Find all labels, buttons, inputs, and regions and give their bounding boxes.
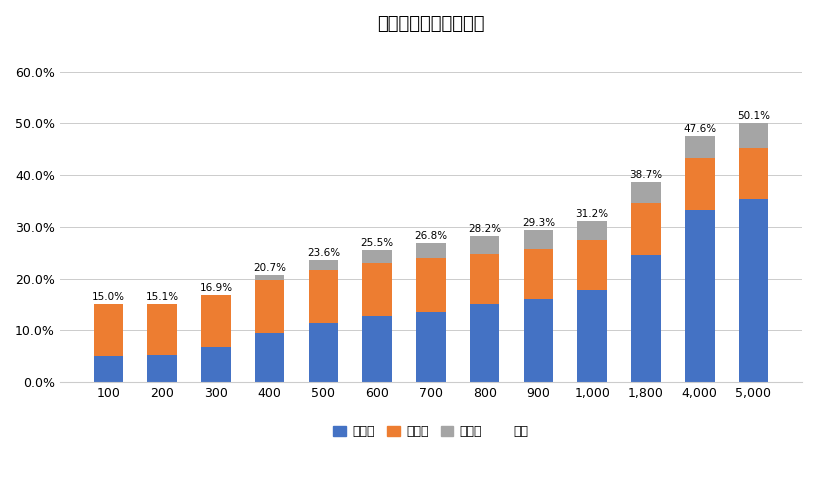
- Bar: [416, 258, 446, 312]
- Title: 個人所得に対する税率: 個人所得に対する税率: [377, 15, 484, 33]
- Bar: [309, 323, 338, 382]
- Bar: [739, 199, 768, 382]
- Bar: [578, 291, 607, 382]
- Bar: [201, 347, 230, 382]
- Bar: [363, 250, 392, 263]
- Bar: [94, 304, 123, 355]
- Text: 31.2%: 31.2%: [576, 209, 609, 218]
- Text: 38.7%: 38.7%: [629, 170, 663, 180]
- Text: 15.0%: 15.0%: [92, 292, 125, 302]
- Bar: [578, 220, 607, 240]
- Bar: [524, 230, 553, 249]
- Bar: [739, 123, 768, 148]
- Bar: [524, 300, 553, 382]
- Text: 50.1%: 50.1%: [737, 110, 770, 121]
- Bar: [470, 304, 499, 382]
- Bar: [201, 295, 230, 347]
- Text: 25.5%: 25.5%: [360, 238, 394, 248]
- Bar: [416, 312, 446, 382]
- Bar: [685, 136, 715, 159]
- Bar: [147, 304, 177, 355]
- Bar: [416, 244, 446, 258]
- Text: 23.6%: 23.6%: [307, 248, 340, 258]
- Bar: [147, 355, 177, 382]
- Bar: [470, 254, 499, 304]
- Text: 47.6%: 47.6%: [683, 124, 717, 134]
- Bar: [255, 275, 284, 279]
- Text: 20.7%: 20.7%: [253, 263, 286, 273]
- Text: 16.9%: 16.9%: [199, 282, 233, 293]
- Bar: [685, 159, 715, 210]
- Bar: [632, 255, 661, 382]
- Bar: [255, 333, 284, 382]
- Bar: [524, 249, 553, 300]
- Bar: [470, 236, 499, 254]
- Bar: [255, 279, 284, 333]
- Text: 26.8%: 26.8%: [414, 231, 448, 241]
- Bar: [739, 148, 768, 199]
- Text: 29.3%: 29.3%: [522, 218, 555, 228]
- Bar: [363, 316, 392, 382]
- Text: 15.1%: 15.1%: [145, 292, 179, 302]
- Legend: 所得税, 住民税, 事業税, 合計: 所得税, 住民税, 事業税, 合計: [328, 420, 534, 443]
- Bar: [363, 263, 392, 316]
- Bar: [578, 240, 607, 291]
- Bar: [632, 182, 661, 203]
- Bar: [309, 260, 338, 270]
- Bar: [685, 210, 715, 382]
- Bar: [94, 355, 123, 382]
- Bar: [309, 270, 338, 323]
- Text: 28.2%: 28.2%: [468, 224, 502, 234]
- Bar: [632, 203, 661, 255]
